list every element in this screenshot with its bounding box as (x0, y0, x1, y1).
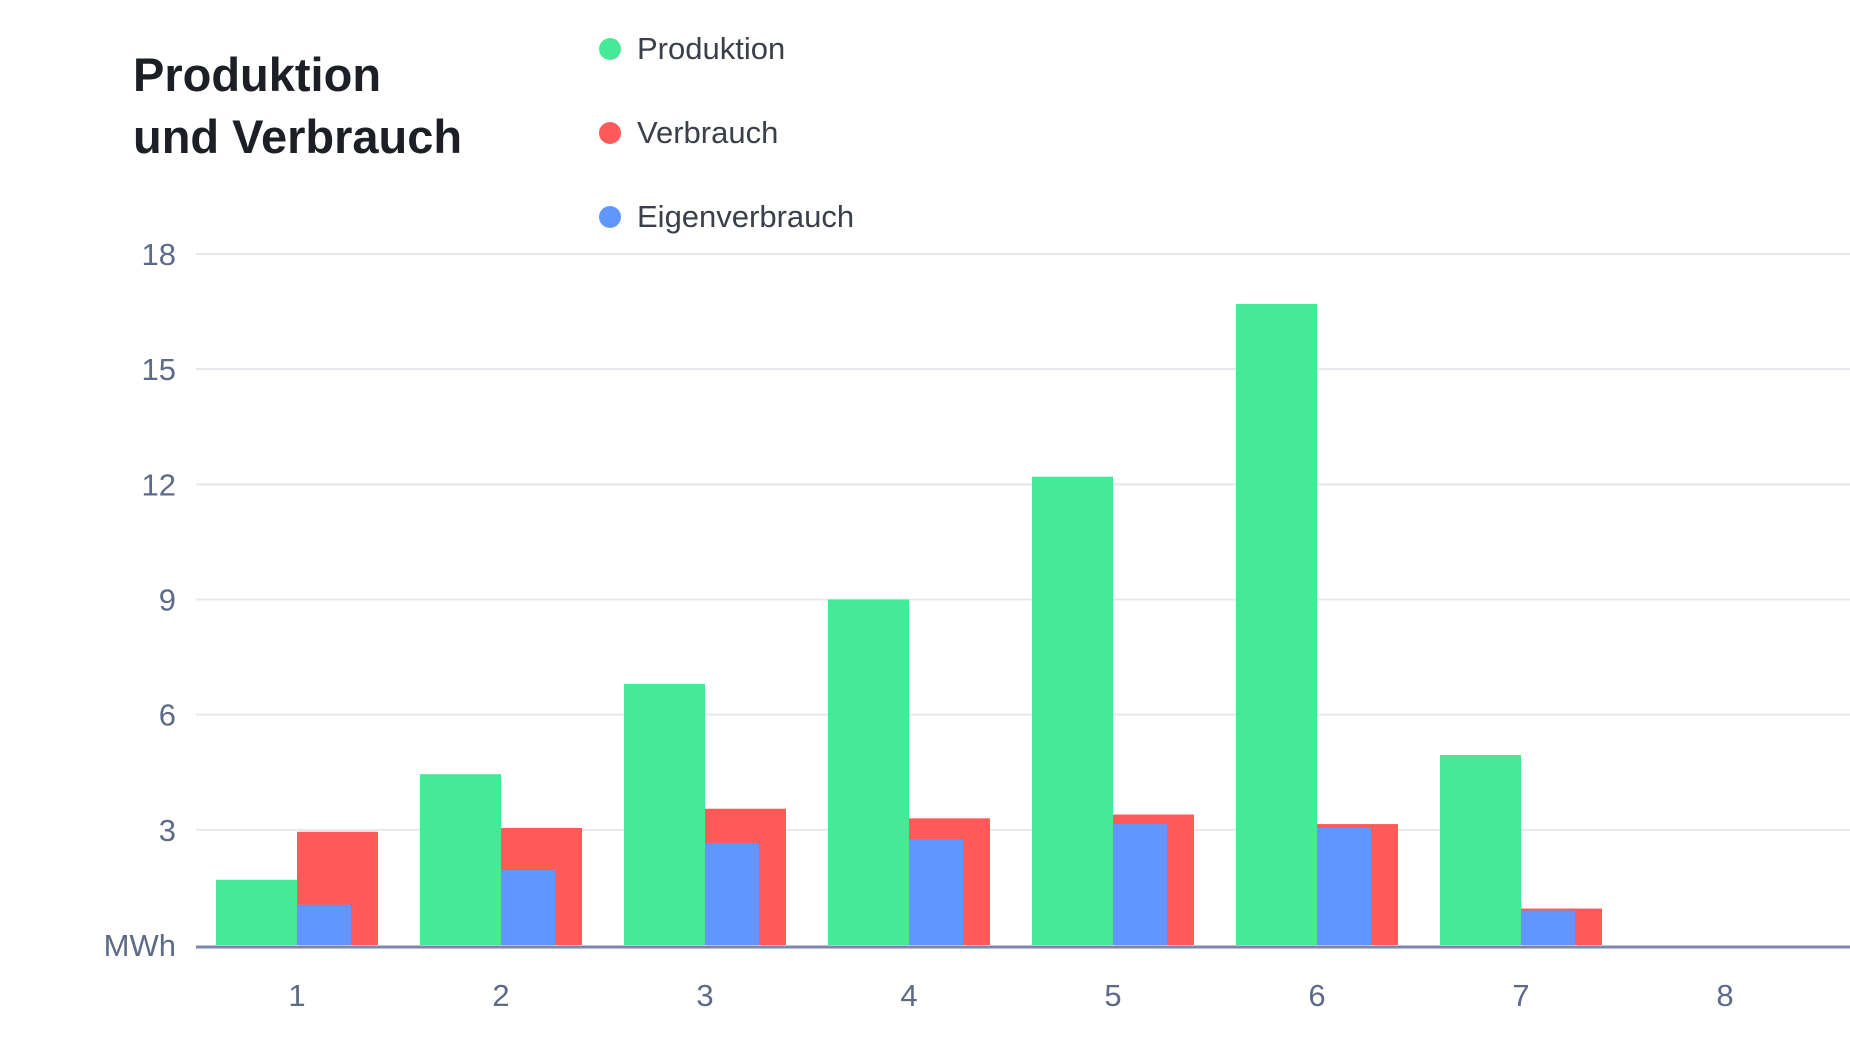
chart-title-line-2: und Verbrauch (133, 110, 463, 163)
legend-dot-icon (599, 122, 621, 144)
bar-eigenverbrauch (909, 839, 963, 945)
y-tick-label: 18 (142, 237, 176, 272)
chart-title-line-1: Produktion (133, 48, 382, 101)
bar-produktion (216, 879, 297, 945)
legend-label: Produktion (637, 31, 786, 66)
bar-produktion (1032, 476, 1113, 945)
bar-produktion (624, 683, 705, 945)
x-tick-label: 3 (696, 978, 713, 1013)
y-tick-label: 12 (142, 467, 176, 502)
bar-produktion (420, 774, 501, 945)
legend-item-produktion[interactable]: Produktion (599, 31, 785, 67)
bar-eigenverbrauch (1521, 910, 1575, 945)
x-tick-label: 6 (1308, 978, 1325, 1013)
bar-produktion (1440, 754, 1521, 945)
x-tick-label: 5 (1104, 978, 1121, 1013)
bar-produktion (1236, 303, 1317, 946)
bar-eigenverbrauch (705, 843, 759, 945)
legend-item-eigenverbrauch[interactable]: Eigenverbrauch (599, 199, 854, 235)
bar-eigenverbrauch (501, 870, 555, 945)
x-tick-label: 1 (288, 978, 305, 1013)
y-tick-label: 6 (159, 698, 176, 733)
legend-label: Eigenverbrauch (637, 199, 855, 234)
y-tick-label: 9 (159, 583, 176, 618)
y-tick-label: 15 (142, 352, 176, 387)
chart-title: Produktion und Verbrauch (133, 44, 462, 168)
legend-dot-icon (599, 206, 621, 228)
legend-item-verbrauch[interactable]: Verbrauch (599, 115, 778, 151)
legend-dot-icon (599, 38, 621, 60)
bar-eigenverbrauch (1113, 824, 1167, 945)
y-tick-label: 3 (159, 813, 176, 848)
bar-eigenverbrauch (1317, 827, 1371, 945)
bar-produktion (828, 599, 909, 945)
legend-label: Verbrauch (637, 115, 779, 150)
x-tick-label: 8 (1716, 978, 1733, 1013)
x-tick-label: 4 (900, 978, 917, 1013)
bar-eigenverbrauch (297, 904, 351, 945)
x-tick-label: 2 (492, 978, 509, 1013)
y-axis-unit-label: MWh (104, 928, 176, 963)
x-tick-label: 7 (1512, 978, 1529, 1013)
